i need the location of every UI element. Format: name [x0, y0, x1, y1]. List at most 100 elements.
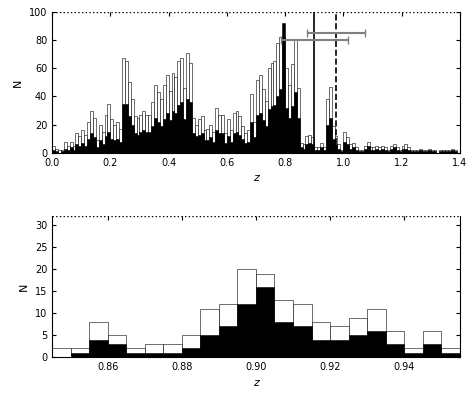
Bar [378, 150, 381, 153]
Bar [207, 140, 210, 153]
Bar [311, 145, 314, 153]
Bar [139, 132, 142, 153]
Bar [355, 150, 358, 153]
Y-axis label: N: N [13, 78, 23, 87]
Bar [64, 142, 67, 153]
Bar [387, 152, 390, 153]
Bar [441, 349, 460, 357]
Bar [335, 136, 337, 153]
Bar [256, 274, 274, 357]
Bar [348, 335, 367, 357]
Bar [233, 114, 236, 153]
Bar [169, 120, 172, 153]
Bar [186, 99, 189, 153]
Bar [291, 64, 294, 153]
Bar [309, 135, 311, 153]
Bar [52, 349, 71, 357]
Bar [323, 147, 326, 153]
Bar [182, 349, 201, 357]
Bar [157, 122, 160, 153]
Bar [142, 111, 146, 153]
Bar [101, 145, 105, 153]
Bar [384, 150, 387, 153]
Bar [113, 140, 116, 153]
Bar [212, 142, 215, 153]
Bar [218, 115, 221, 153]
Bar [370, 150, 373, 153]
Bar [387, 150, 390, 153]
Bar [89, 322, 108, 357]
Bar [361, 150, 364, 153]
Bar [142, 130, 146, 153]
Bar [451, 150, 454, 153]
Bar [288, 85, 291, 153]
Bar [126, 349, 145, 357]
Bar [326, 125, 329, 153]
Bar [404, 145, 407, 153]
Bar [244, 143, 247, 153]
Bar [410, 152, 413, 153]
Bar [323, 150, 326, 153]
Bar [174, 114, 177, 153]
Bar [314, 150, 317, 153]
Bar [55, 152, 58, 153]
Bar [70, 142, 73, 153]
Bar [238, 135, 241, 153]
Bar [146, 115, 148, 153]
Bar [145, 353, 164, 357]
Bar [381, 146, 384, 153]
Bar [52, 150, 55, 153]
Bar [434, 150, 437, 153]
Bar [302, 148, 305, 153]
Bar [201, 309, 219, 357]
Bar [343, 132, 346, 153]
Bar [233, 133, 236, 153]
Bar [219, 304, 237, 357]
Bar [294, 40, 297, 153]
Bar [119, 129, 122, 153]
Bar [182, 335, 201, 357]
Bar [99, 125, 101, 153]
Bar [375, 146, 378, 153]
Bar [122, 58, 125, 153]
Bar [256, 79, 259, 153]
Bar [294, 92, 297, 153]
Bar [237, 304, 256, 357]
Bar [300, 143, 302, 153]
Bar [373, 150, 375, 153]
Bar [221, 115, 224, 153]
Bar [282, 37, 285, 153]
X-axis label: z: z [253, 378, 259, 388]
Bar [370, 147, 373, 153]
Bar [164, 353, 182, 357]
Bar [128, 116, 131, 153]
Bar [192, 133, 195, 153]
Bar [282, 23, 285, 153]
Bar [218, 133, 221, 153]
Bar [320, 147, 323, 153]
Bar [326, 99, 329, 153]
Bar [163, 85, 166, 153]
Bar [145, 344, 164, 357]
Bar [401, 148, 404, 153]
Bar [314, 147, 317, 153]
Bar [364, 148, 366, 153]
Bar [169, 91, 172, 153]
Bar [73, 150, 75, 153]
Bar [352, 147, 355, 153]
Bar [96, 140, 99, 153]
Bar [116, 122, 119, 153]
Bar [285, 108, 288, 153]
Bar [309, 143, 311, 153]
Bar [262, 120, 264, 153]
Bar [67, 150, 70, 153]
Bar [67, 146, 70, 153]
Bar [407, 147, 410, 153]
Bar [70, 147, 73, 153]
Bar [311, 137, 314, 153]
Bar [180, 58, 183, 153]
Bar [207, 129, 210, 153]
Bar [422, 150, 425, 153]
Bar [340, 150, 343, 153]
Bar [52, 146, 55, 153]
